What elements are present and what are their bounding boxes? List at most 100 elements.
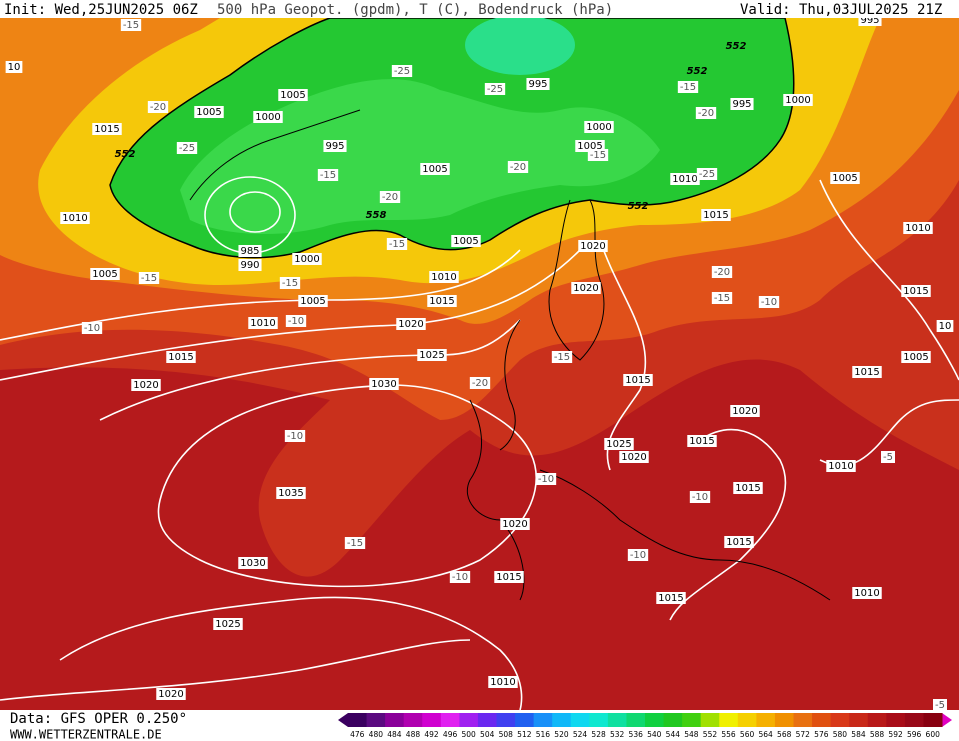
isobar-label-box bbox=[92, 123, 122, 135]
temperature-label-group: -25 bbox=[176, 142, 198, 154]
temperature-label: -20 bbox=[510, 162, 526, 173]
isobar bbox=[229, 191, 281, 233]
isobar-label: 1020 bbox=[398, 319, 423, 330]
colorbar-swatch bbox=[403, 713, 423, 727]
geopotential-label: 552 bbox=[628, 201, 649, 212]
temperature-label: -10 bbox=[538, 474, 554, 485]
temperature-label: -5 bbox=[935, 700, 945, 711]
isobar-label-group: 1005 bbox=[451, 235, 481, 247]
colorbar-label: 560 bbox=[740, 730, 755, 739]
isobar-label: 1020 bbox=[580, 241, 605, 252]
isobar-label: 1015 bbox=[168, 352, 193, 363]
temperature-label-box bbox=[696, 168, 718, 180]
isobar-label-box bbox=[724, 536, 754, 548]
colorbar-swatch bbox=[459, 713, 479, 727]
isobar-label: 1010 bbox=[828, 461, 853, 472]
colorbar-label: 520 bbox=[554, 730, 569, 739]
colorbar-swatch bbox=[422, 713, 442, 727]
colorbar-label: 492 bbox=[424, 730, 439, 739]
isobar bbox=[0, 249, 581, 381]
isobar-label: 1025 bbox=[419, 350, 444, 361]
isobar-label: 995 bbox=[860, 15, 879, 26]
isobar-label: 995 bbox=[528, 79, 547, 90]
isobar-label-box bbox=[90, 268, 120, 280]
isobar-label-box bbox=[623, 374, 653, 386]
colorbar-swatch bbox=[348, 713, 368, 727]
temperature-label: -20 bbox=[714, 267, 730, 278]
temperature-label: -10 bbox=[452, 572, 468, 583]
colorbar-swatch bbox=[645, 713, 665, 727]
colorbar-label: 576 bbox=[814, 730, 829, 739]
temperature-label: -20 bbox=[150, 102, 166, 113]
temperature-label-group: -15 bbox=[551, 351, 573, 363]
colorbar-label: 580 bbox=[833, 730, 848, 739]
isobar-label-group: 1005 bbox=[278, 89, 308, 101]
isobar-label: 1015 bbox=[625, 375, 650, 386]
isobar-label: 1010 bbox=[250, 318, 275, 329]
isobar-label-box bbox=[166, 351, 196, 363]
isobar-label-box bbox=[5, 61, 23, 73]
temperature-label-group: -20 bbox=[147, 101, 169, 113]
isobar-label: 1010 bbox=[490, 677, 515, 688]
isobar-label: 1020 bbox=[133, 380, 158, 391]
temperature-label-group: -10 bbox=[627, 549, 649, 561]
isobar-label-group: 1030 bbox=[238, 557, 268, 569]
isobar-label-group: 1015 bbox=[724, 536, 754, 548]
temperature-label: -15 bbox=[282, 278, 298, 289]
isobar-label-box bbox=[604, 438, 634, 450]
coastline bbox=[499, 319, 521, 451]
temperature-label-box bbox=[147, 101, 169, 113]
colorbar-swatch bbox=[607, 713, 627, 727]
isobar-label-group: 1015 bbox=[166, 351, 196, 363]
isobar-label-group: 1035 bbox=[276, 487, 306, 499]
isobar-label-box bbox=[901, 285, 931, 297]
temperature-label-box bbox=[711, 266, 733, 278]
isobar-label: 1015 bbox=[735, 483, 760, 494]
isobar-label-box bbox=[730, 405, 760, 417]
temperature-label-group: -15 bbox=[711, 292, 733, 304]
temperature-label-group: -5 bbox=[881, 451, 895, 463]
isobar-label-group: 1010 bbox=[852, 587, 882, 599]
isobar-label: 10 bbox=[939, 321, 952, 332]
temperature-label-group: -15 bbox=[677, 81, 699, 93]
isobar-label-box bbox=[420, 163, 450, 175]
temperature-label: -15 bbox=[347, 538, 363, 549]
isobar-label-group: 1005 bbox=[298, 295, 328, 307]
isobar-label: 1005 bbox=[422, 164, 447, 175]
isobar-label: 1025 bbox=[215, 619, 240, 630]
isobar-label-group: 1020 bbox=[156, 688, 186, 700]
isobar bbox=[669, 428, 787, 621]
temperature-label-box bbox=[484, 83, 506, 95]
isobar-label-group: 995 bbox=[323, 140, 347, 152]
isobar-label-box bbox=[852, 587, 882, 599]
isobar-label: 1030 bbox=[240, 558, 265, 569]
isobar-label-group: 1020 bbox=[730, 405, 760, 417]
colorbar-swatch bbox=[440, 713, 460, 727]
isobar-label-box bbox=[276, 487, 306, 499]
coastline bbox=[466, 399, 525, 601]
isobar-label-group: 1005 bbox=[901, 351, 931, 363]
colorbar-swatch bbox=[904, 713, 924, 727]
temperature-label: -20 bbox=[382, 192, 398, 203]
isobar-label-box bbox=[826, 460, 856, 472]
isobar-label-box bbox=[417, 349, 447, 361]
temperature-label-box bbox=[138, 272, 160, 284]
coastline bbox=[548, 199, 605, 361]
colorbar-label: 504 bbox=[480, 730, 495, 739]
isobar-label: 1005 bbox=[92, 269, 117, 280]
isobar-label: 1005 bbox=[903, 352, 928, 363]
isobar-label-group: 1020 bbox=[571, 282, 601, 294]
isobar-label-box bbox=[526, 78, 550, 90]
isobar-label-group: 1010 bbox=[670, 173, 700, 185]
isobar-label-group: 1030 bbox=[369, 378, 399, 390]
colorbar-label: 592 bbox=[888, 730, 903, 739]
temperature-label-box bbox=[81, 322, 103, 334]
isobar-label-box bbox=[131, 379, 161, 391]
temperature-label-group: -15 bbox=[317, 169, 339, 181]
isobar-label-group: 1020 bbox=[500, 518, 530, 530]
temperature-label-box bbox=[695, 107, 717, 119]
isobar-label-box bbox=[656, 592, 686, 604]
colorbar-label: 480 bbox=[369, 730, 384, 739]
isobar-label: 1020 bbox=[621, 452, 646, 463]
